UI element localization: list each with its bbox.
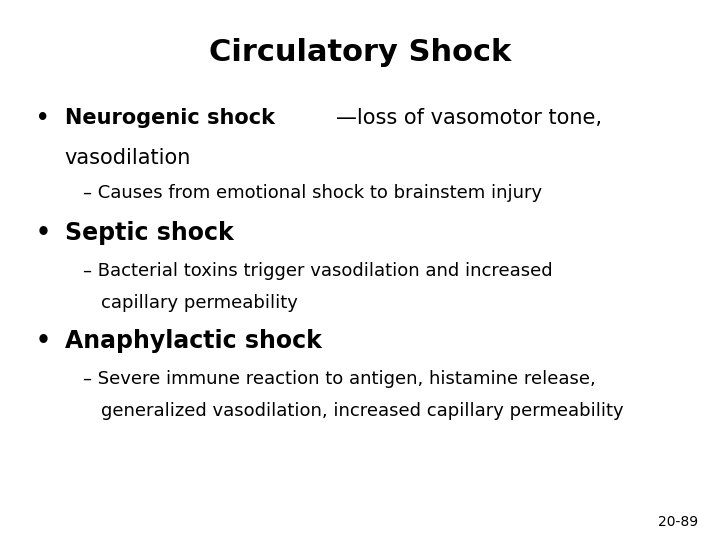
Text: – Severe immune reaction to antigen, histamine release,: – Severe immune reaction to antigen, his… [83,370,595,388]
Text: generalized vasodilation, increased capillary permeability: generalized vasodilation, increased capi… [101,402,624,420]
Text: capillary permeability: capillary permeability [101,294,297,312]
Text: – Bacterial toxins trigger vasodilation and increased: – Bacterial toxins trigger vasodilation … [83,262,552,280]
Text: Circulatory Shock: Circulatory Shock [209,38,511,67]
Text: •: • [36,329,51,353]
Text: •: • [36,108,50,128]
Text: vasodilation: vasodilation [65,148,192,168]
Text: —loss of vasomotor tone,: —loss of vasomotor tone, [336,108,602,128]
Text: Septic shock: Septic shock [65,221,233,245]
Text: •: • [36,221,51,245]
Text: 20-89: 20-89 [658,515,698,529]
Text: Neurogenic shock: Neurogenic shock [65,108,275,128]
Text: – Causes from emotional shock to brainstem injury: – Causes from emotional shock to brainst… [83,184,542,201]
Text: Anaphylactic shock: Anaphylactic shock [65,329,322,353]
